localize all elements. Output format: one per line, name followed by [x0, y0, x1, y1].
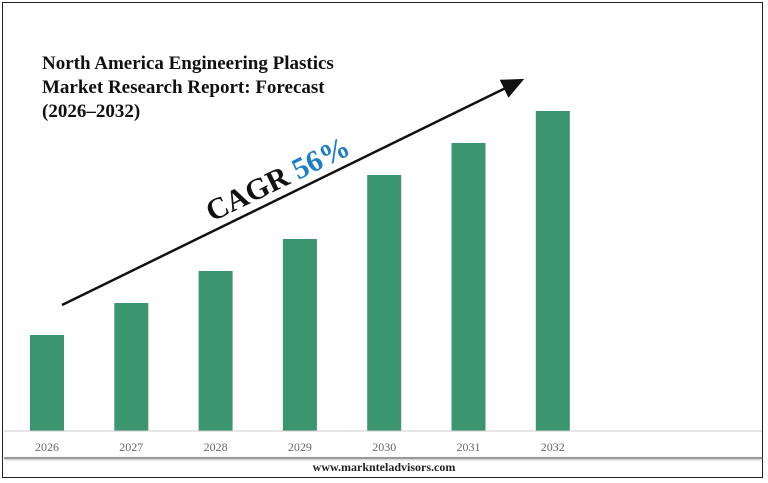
x-tick-label: 2032	[541, 440, 565, 454]
x-tick-label: 2027	[119, 440, 143, 454]
cagr-label: CAGR	[201, 160, 295, 229]
trend-arrow	[61, 78, 525, 307]
x-tick-label: 2030	[372, 440, 396, 454]
bar-2031	[451, 143, 486, 431]
bar-2032	[535, 111, 570, 431]
title-line: (2026–2032)	[42, 101, 141, 122]
chart-frame	[2, 2, 763, 478]
bar-2027	[114, 303, 149, 431]
svg-text:CAGR 56%: CAGR 56%	[201, 130, 356, 228]
bar-2029	[282, 239, 317, 431]
x-tick-label: 2026	[35, 440, 59, 454]
x-tick-label: 2029	[288, 440, 312, 454]
footer-separator	[4, 457, 762, 459]
bar-2026	[30, 335, 64, 431]
cagr-annotation: CAGR 56%	[201, 130, 356, 228]
x-tick-label: 2028	[204, 440, 228, 454]
chart-title: North America Engineering Plastics Marke…	[42, 52, 334, 124]
footer-url: www.marknteladvisors.com	[312, 460, 456, 474]
bar-2028	[198, 271, 233, 431]
bar-2030	[367, 175, 402, 431]
title-line: North America Engineering Plastics	[42, 53, 334, 74]
x-tick-label: 2031	[457, 440, 481, 454]
title-line: Market Research Report: Forecast	[42, 77, 325, 98]
